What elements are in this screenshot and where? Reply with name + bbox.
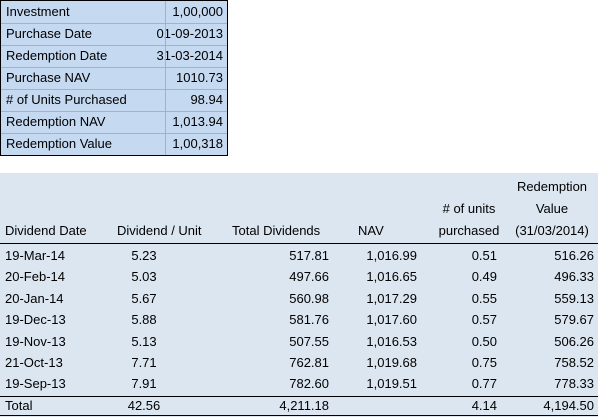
total-cell: 4,194.50 <box>543 398 594 413</box>
table-cell: 516.26 <box>554 248 594 263</box>
summary-value: 1010.73 <box>176 70 223 85</box>
table-cell: 5.88 <box>131 312 157 328</box>
table-cell: 0.57 <box>471 312 497 328</box>
total-cell: Total <box>5 398 33 413</box>
table-cell: 7.71 <box>131 355 157 370</box>
summary-label: Redemption Value <box>6 136 112 151</box>
summary-value: 31-03-2014 <box>156 48 224 63</box>
column-header: Total Dividends <box>232 223 321 238</box>
table-cell: 21-Oct-13 <box>5 355 63 370</box>
table-cell: 559.13 <box>554 290 594 306</box>
cell-border <box>1 45 227 46</box>
column-header: Value <box>535 201 569 216</box>
table-cell: 0.51 <box>471 248 497 263</box>
table-cell: 1,016.99 <box>366 248 417 263</box>
cell-border <box>1 133 227 134</box>
total-bottom-border <box>0 415 598 416</box>
table-cell: 507.55 <box>289 333 329 349</box>
column-header: purchased <box>438 223 500 238</box>
table-cell: 497.66 <box>289 269 329 285</box>
table-cell: 1,016.53 <box>366 333 417 349</box>
column-header: (31/03/2014) <box>515 223 589 238</box>
column-header: Redemption <box>516 179 588 194</box>
table-cell: 0.49 <box>471 269 497 285</box>
cell-border <box>1 23 227 24</box>
table-cell: 0.77 <box>471 376 497 392</box>
total-cell: 4.14 <box>471 398 497 413</box>
table-cell: 5.13 <box>131 333 157 349</box>
summary-label: Purchase NAV <box>6 70 91 85</box>
table-cell: 5.23 <box>131 248 157 263</box>
total-cell: 42.56 <box>127 398 161 413</box>
column-header: Dividend Date <box>5 223 87 238</box>
summary-label: Purchase Date <box>6 26 92 41</box>
summary-value: 1,013.94 <box>172 114 223 129</box>
cell-border <box>1 111 227 112</box>
table-cell: 579.67 <box>554 312 594 328</box>
cell-border <box>165 1 166 155</box>
table-cell: 506.26 <box>554 333 594 349</box>
table-cell: 1,017.60 <box>366 312 417 328</box>
table-cell: 20-Feb-14 <box>5 269 65 285</box>
table-cell: 5.67 <box>131 290 157 306</box>
cell-border <box>1 89 227 90</box>
table-cell: 581.76 <box>289 312 329 328</box>
total-cell: 4,211.18 <box>279 398 329 413</box>
column-header: NAV <box>358 223 384 238</box>
header-border <box>0 243 598 244</box>
table-cell: 517.81 <box>289 248 329 263</box>
column-header: # of units <box>442 201 496 216</box>
table-cell: 0.55 <box>471 290 497 306</box>
table-cell: 762.81 <box>289 355 329 370</box>
table-cell: 1,016.65 <box>366 269 417 285</box>
table-cell: 560.98 <box>289 290 329 306</box>
table-cell: 19-Dec-13 <box>5 312 66 328</box>
table-cell: 19-Sep-13 <box>5 376 66 392</box>
table-cell: 496.33 <box>554 269 594 285</box>
table-cell: 0.50 <box>471 333 497 349</box>
summary-value: 1,00,000 <box>172 4 223 19</box>
table-cell: 19-Nov-13 <box>5 333 66 349</box>
summary-value: 1,00,318 <box>172 136 223 151</box>
table-cell: 1,017.29 <box>366 290 417 306</box>
table-cell: 0.75 <box>471 355 497 370</box>
summary-label: Redemption Date <box>6 48 108 63</box>
table-cell: 7.91 <box>131 376 157 392</box>
dividend-table <box>0 173 598 417</box>
summary-value: 01-09-2013 <box>156 26 224 41</box>
total-border <box>0 396 598 397</box>
table-cell: 782.60 <box>289 376 329 392</box>
summary-label: # of Units Purchased <box>6 92 127 107</box>
table-cell: 1,019.68 <box>366 355 417 370</box>
table-cell: 19-Mar-14 <box>5 248 65 263</box>
summary-value: 98.94 <box>190 92 223 107</box>
cell-border <box>1 67 227 68</box>
column-header: Dividend / Unit <box>117 223 202 238</box>
table-cell: 20-Jan-14 <box>5 290 64 306</box>
table-cell: 778.33 <box>554 376 594 392</box>
summary-label: Investment <box>6 4 70 19</box>
summary-label: Redemption NAV <box>6 114 106 129</box>
table-cell: 1,019.51 <box>366 376 417 392</box>
table-cell: 758.52 <box>554 355 594 370</box>
table-cell: 5.03 <box>131 269 157 285</box>
summary-table: Investment 1,00,000 Purchase Date 01-09-201… <box>0 0 228 156</box>
